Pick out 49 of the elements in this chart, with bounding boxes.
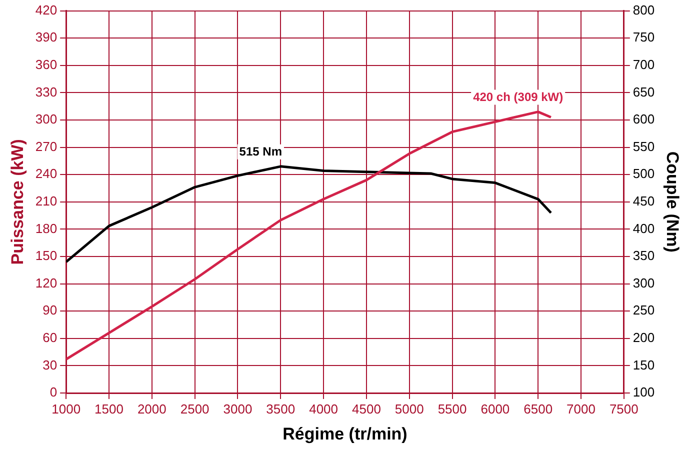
- y2-tick-label: 400: [632, 220, 655, 236]
- y-tick-label: 150: [35, 248, 58, 264]
- y-tick-label: 180: [35, 220, 58, 236]
- y2-tick-label: 200: [632, 330, 655, 345]
- y-tick-label: 60: [42, 330, 58, 345]
- x-tick-label: 7500: [609, 401, 638, 416]
- y-axis-title: Puissance (kW): [8, 139, 27, 265]
- y2-tick-label: 550: [632, 138, 655, 154]
- x-tick-label: 6500: [524, 401, 553, 416]
- y2-tick-label: 500: [632, 166, 655, 182]
- y2-tick-label: 100: [632, 384, 655, 400]
- y2-axis-title: Couple (Nm): [663, 151, 682, 252]
- x-tick-label: 4500: [352, 401, 381, 416]
- x-tick-label: 2000: [137, 401, 166, 416]
- y-tick-label: 360: [35, 56, 58, 72]
- y2-tick-label: 650: [632, 84, 655, 100]
- y-tick-label: 120: [35, 275, 58, 290]
- annotation: 515 Nm: [239, 144, 282, 159]
- y-tick-label: 240: [35, 166, 58, 182]
- y-tick-label: 420: [35, 2, 58, 18]
- y2-tick-label: 800: [632, 2, 655, 18]
- y2-tick-label: 250: [632, 302, 655, 318]
- y-tick-label: 210: [35, 193, 58, 208]
- y2-tick-label: 750: [632, 30, 655, 45]
- y2-tick-label: 600: [632, 112, 655, 127]
- y-tick-label: 390: [35, 30, 58, 45]
- y2-tick-label: 300: [632, 275, 655, 290]
- y-tick-label: 90: [42, 302, 58, 318]
- x-tick-label: 1500: [94, 401, 124, 416]
- y2-tick-label: 700: [632, 56, 655, 72]
- y-tick-label: 30: [42, 357, 58, 372]
- x-tick-label: 5000: [394, 401, 424, 416]
- y2-tick-label: 350: [632, 248, 655, 264]
- y-tick-label: 0: [50, 384, 58, 400]
- x-tick-label: 2500: [180, 401, 210, 416]
- x-axis-title: Régime (tr/min): [282, 424, 408, 444]
- y2-tick-label: 150: [632, 357, 655, 372]
- y-tick-label: 270: [35, 138, 58, 154]
- y2-tick-label: 450: [632, 193, 655, 208]
- x-tick-label: 4000: [309, 401, 338, 416]
- x-tick-label: 5500: [438, 401, 467, 416]
- y-tick-label: 300: [35, 112, 58, 127]
- y-tick-label: 330: [35, 84, 58, 100]
- x-tick-label: 6000: [480, 401, 510, 416]
- x-tick-label: 3500: [266, 401, 296, 416]
- x-tick-label: 1000: [52, 401, 81, 416]
- annotation: 420 ch (309 kW): [473, 90, 564, 104]
- x-tick-label: 3000: [223, 401, 252, 416]
- x-tick-label: 7000: [566, 401, 596, 416]
